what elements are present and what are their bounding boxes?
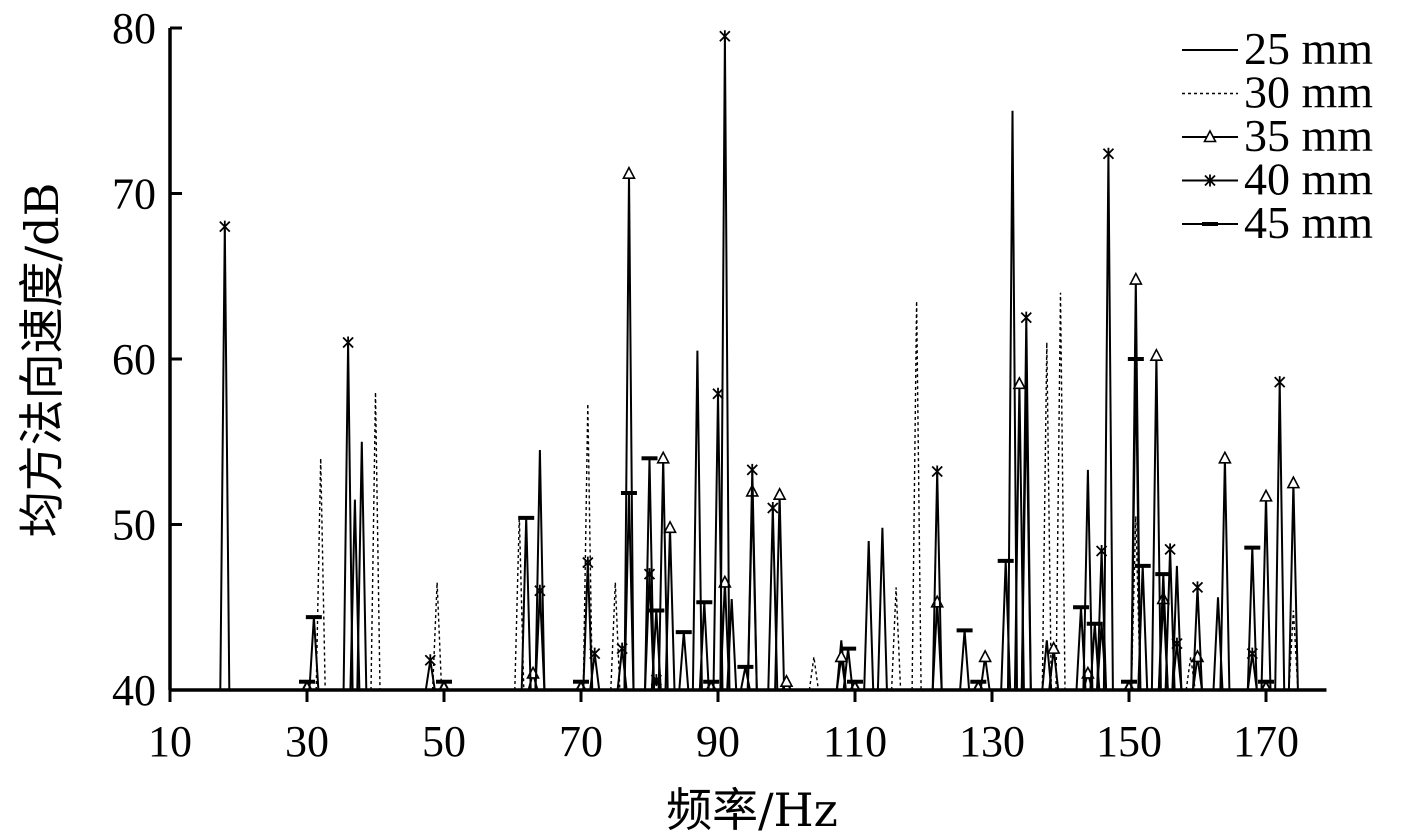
series-1-peak-10 [1055,292,1066,691]
series-3-peak-11 [746,469,758,691]
series-3-marker-1 [342,336,354,349]
series-3-marker-5 [589,647,601,660]
legend-label-3: 40 mm [1244,154,1373,205]
series-0-peak-6 [863,540,875,691]
x-tick-label-0: 10 [148,717,192,766]
x-tick-label-2: 50 [422,717,466,766]
series-3-peak-0 [219,226,231,691]
y-tick-label-1: 50 [112,501,156,550]
series-2-marker-12 [1046,640,1061,654]
series-2-marker-18 [1218,450,1232,464]
series-0-peak-11 [1082,469,1094,691]
series-3-marker-3 [534,584,546,597]
series-2-peak-20 [1287,483,1299,691]
y-tick-label-4: 80 [112,4,156,53]
series-3-marker-21 [1274,376,1286,389]
legend-marker-2 [1203,129,1217,143]
series-3-marker-18 [1171,637,1183,650]
series-2-peak-19 [1260,496,1272,691]
legend-label-4: 45 mm [1244,197,1373,248]
series-1-peak-0 [315,458,326,691]
series-4-peak-8 [678,632,690,691]
series-3-peak-12 [767,507,779,691]
series-3-marker-11 [746,463,758,476]
series-0-peak-1 [356,441,368,691]
series-4-peak-23 [1246,547,1258,691]
series-0-peak-10 [1041,640,1053,691]
series-2-marker-14 [1129,271,1143,285]
series-3-marker-9 [712,387,724,400]
series-3-peak-16 [1102,153,1114,691]
series-2-peak-15 [1150,355,1162,691]
series-3-marker-2 [424,654,436,667]
series-2-marker-3 [663,520,677,534]
series-4-peak-12 [842,648,854,691]
x-tick-label-8: 170 [1233,717,1299,766]
series-0-peak-7 [876,527,888,691]
series-1-peak-2 [431,582,443,691]
series-3-marker-7 [643,568,656,581]
series-1-peak-8 [911,301,922,691]
series-0-peak-8 [1007,110,1018,691]
series-4-peak-14 [959,630,971,691]
series-3-marker-19 [1191,581,1204,594]
series-1 [315,292,1299,691]
x-tick-label-3: 70 [559,717,603,766]
legend-label-0: 25 mm [1244,23,1373,74]
series-3-marker-17 [1164,543,1176,556]
series-2-marker-20 [1286,475,1301,489]
series-4 [299,357,1274,691]
series-1-peak-9 [1041,342,1052,691]
series-2-marker-8 [834,649,849,663]
x-tick-label-4: 90 [696,717,740,766]
series-0-peak-2 [534,449,546,691]
series-3-marker-13 [931,465,943,478]
series-1-peak-6 [808,656,820,691]
series-2-marker-9 [930,594,945,608]
series-0 [349,110,1224,691]
series-0-peak-3 [691,350,703,691]
series-2-peak-18 [1219,458,1231,691]
series-3-marker-12 [767,501,779,514]
x-tick-label-5: 110 [823,717,887,766]
y-tick-label-3: 70 [112,170,156,219]
series-3-peak-14 [1020,317,1032,691]
series-3-peak-21 [1274,382,1286,691]
series-3-marker-16 [1102,147,1115,160]
series-1-peak-7 [890,587,902,691]
series-2-marker-6 [772,486,787,501]
series-3-marker-14 [1020,311,1032,324]
series-2-marker-11 [1012,376,1027,390]
series-3-marker-0 [219,220,231,233]
series-2-marker-7 [779,674,794,688]
legend-label-2: 35 mm [1244,110,1373,161]
series-3-marker-10 [719,30,731,43]
series-4-peak-3 [520,517,532,691]
axes: 40 50 60 70 80 10 30 50 70 90 110 130 150 170 [112,4,1327,766]
series-2-marker-10 [978,649,992,663]
legend-marker-3 [1204,174,1216,187]
series-2-marker-2 [656,450,671,464]
series-1-peak-1 [370,392,381,691]
y-tick-label-0: 40 [112,666,156,715]
series-layer [219,30,1301,691]
series-3-marker-4 [582,556,594,569]
x-tick-label-6: 130 [959,717,1025,766]
series-3 [219,30,1286,691]
series-3-peak-19 [1192,587,1203,691]
x-tick-label-7: 150 [1096,717,1162,766]
series-2-marker-19 [1259,488,1273,502]
series-2-peak-3 [664,527,676,691]
y-axis-title: 均方法向速度/dB [15,183,69,538]
x-tick-label-1: 30 [285,717,329,766]
legend-label-1: 30 mm [1244,67,1373,118]
series-2-marker-1 [622,165,636,179]
y-tick-label-2: 60 [112,335,156,384]
x-axis-title: 频率/Hz [666,783,838,837]
series-3-peak-1 [342,342,354,691]
series-2-marker-15 [1149,347,1164,361]
series-3-peak-13 [931,471,943,691]
